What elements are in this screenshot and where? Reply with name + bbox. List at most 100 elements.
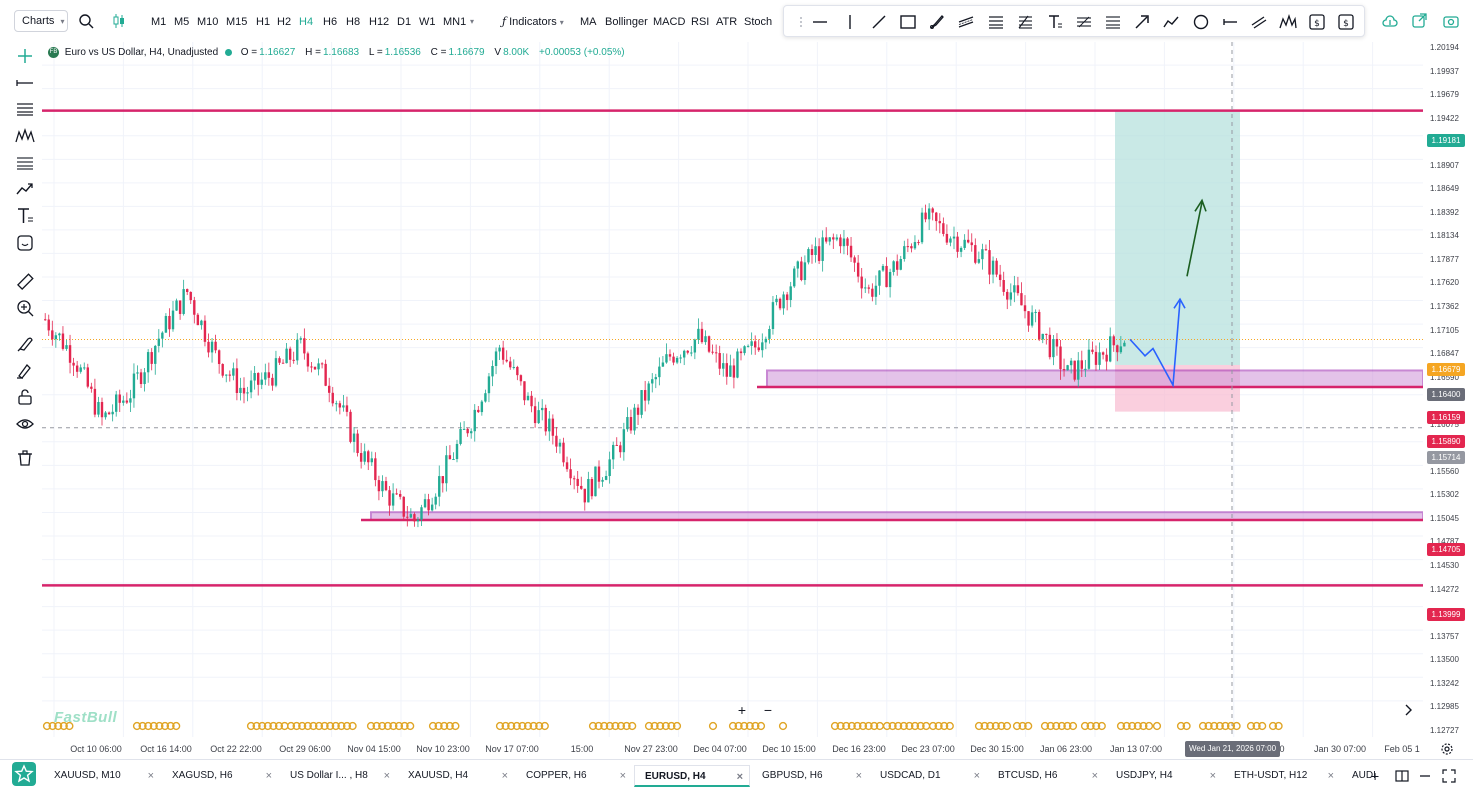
timeframe-m10[interactable]: M10 xyxy=(197,16,219,28)
tab-copper-h6[interactable]: COPPER, H6 × xyxy=(516,765,632,787)
quick-indicator-rsi[interactable]: RSI xyxy=(691,16,710,28)
scroll-right-chevron-icon[interactable] xyxy=(1400,702,1416,718)
zoom-out-button[interactable]: − xyxy=(763,702,773,718)
long-position-icon[interactable]: $ xyxy=(1308,13,1326,31)
ruler-icon[interactable] xyxy=(15,272,35,292)
tab-close-icon[interactable]: × xyxy=(619,770,626,782)
tab-xauusd-m10[interactable]: XAUUSD, M10 × xyxy=(44,765,160,787)
chart-pane[interactable] xyxy=(42,42,1423,737)
time-axis[interactable]: Oct 10 06:00 Oct 16 14:00 Oct 22 22:00 Oct … xyxy=(42,740,1423,758)
zoom-in-icon[interactable] xyxy=(15,298,35,318)
pitchfork-icon[interactable] xyxy=(1075,13,1093,31)
tab-us-dollar-i-h8[interactable]: US Dollar I... , H8 × xyxy=(280,765,396,787)
tab-audi[interactable]: AUDI xyxy=(1342,765,1376,787)
cloud-upload-icon[interactable] xyxy=(1381,12,1399,30)
fullscreen-icon[interactable] xyxy=(1442,769,1456,783)
timeframe-w1[interactable]: W1 xyxy=(419,16,436,28)
tab-xagusd-h6[interactable]: XAGUSD, H6 × xyxy=(162,765,278,787)
symbol-title[interactable]: Euro vs US Dollar, H4, Unadjusted xyxy=(64,47,219,58)
tab-close-icon[interactable]: × xyxy=(1091,770,1098,782)
magnet-icon[interactable] xyxy=(15,334,35,354)
tab-usdjpy-h4[interactable]: USDJPY, H4 × xyxy=(1106,765,1222,787)
gear-icon[interactable] xyxy=(1440,742,1454,756)
tab-eth-usdt-h12[interactable]: ETH-USDT, H12 × xyxy=(1224,765,1340,787)
tab-close-icon[interactable]: × xyxy=(265,770,272,782)
timeframe-h8[interactable]: H8 xyxy=(346,16,361,28)
elliott-wave-icon[interactable] xyxy=(1279,13,1297,31)
ray-icon[interactable] xyxy=(15,73,35,93)
quick-indicator-macd[interactable]: MACD xyxy=(653,16,686,28)
circle-icon[interactable] xyxy=(1192,13,1210,31)
stay-in-drawing-icon[interactable] xyxy=(15,360,35,380)
price-axis[interactable]: 1.20194 1.19937 1.19679 1.19422 1.18907 1.186… xyxy=(1423,30,1473,740)
chart-type-candles-icon[interactable] xyxy=(110,12,128,30)
trash-icon[interactable] xyxy=(15,448,35,468)
timeframe-h4[interactable]: H4 xyxy=(299,16,314,28)
charts-menu-button[interactable]: Charts ▾ xyxy=(14,10,68,32)
timeframe-m15[interactable]: M15 xyxy=(226,16,248,28)
elliott-wave-icon[interactable] xyxy=(15,126,35,146)
timeframe-h6[interactable]: H6 xyxy=(323,16,338,28)
timeframe-h12[interactable]: H12 xyxy=(369,16,390,28)
tab-gbpusd-h6[interactable]: GBPUSD, H6 × xyxy=(752,765,868,787)
vertical-line-icon[interactable] xyxy=(841,13,859,31)
tab-btcusd-h6[interactable]: BTCUSD, H6 × xyxy=(988,765,1104,787)
fib-retracement-icon[interactable] xyxy=(15,153,35,173)
tab-close-icon[interactable]: × xyxy=(1209,770,1216,782)
event-marker xyxy=(331,721,340,731)
trend-line-icon[interactable] xyxy=(870,13,888,31)
tab-close-icon[interactable]: × xyxy=(147,770,154,782)
tab-xauusd-h4[interactable]: XAUUSD, H4 × xyxy=(398,765,514,787)
path-icon[interactable] xyxy=(1162,13,1180,31)
quick-indicator-stoch[interactable]: Stoch xyxy=(744,16,773,28)
tab-close-icon[interactable]: × xyxy=(1327,770,1334,782)
timeframe-d1[interactable]: D1 xyxy=(397,16,412,28)
brush-icon[interactable] xyxy=(928,13,946,31)
drag-handle-icon[interactable] xyxy=(792,13,810,31)
layout-icon[interactable] xyxy=(1395,769,1409,783)
tab-close-icon[interactable]: × xyxy=(501,770,508,782)
short-position-icon[interactable]: $ xyxy=(1337,13,1355,31)
rectangle-icon[interactable] xyxy=(899,13,917,31)
arrow-icon[interactable] xyxy=(1133,13,1151,31)
parallel-channel-icon[interactable] xyxy=(957,13,975,31)
horizontal-lines-icon[interactable] xyxy=(15,99,35,119)
tab-close-icon[interactable]: × xyxy=(973,770,980,782)
quick-indicator-bollinger[interactable]: Bollinger xyxy=(605,16,648,28)
text-tool-icon[interactable] xyxy=(1046,13,1064,31)
timeframe-more-chevron-icon[interactable]: ▾ xyxy=(470,17,475,26)
share-icon[interactable] xyxy=(1410,12,1428,30)
add-tab-button[interactable]: + xyxy=(1371,768,1380,784)
quick-indicator-ma[interactable]: MA xyxy=(580,16,597,28)
timeframe-mn1[interactable]: MN1 xyxy=(443,16,467,28)
timeframe-h1[interactable]: H1 xyxy=(256,16,271,28)
minimize-icon[interactable] xyxy=(1418,769,1432,783)
lock-icon[interactable] xyxy=(15,387,35,407)
timeframe-m5[interactable]: M5 xyxy=(174,16,190,28)
parallel-lines-icon[interactable] xyxy=(1250,13,1268,31)
trend-path-icon[interactable] xyxy=(15,179,35,199)
watchlist-star-button[interactable] xyxy=(12,762,36,786)
quick-indicator-atr[interactable]: ATR xyxy=(716,16,738,28)
camera-icon[interactable] xyxy=(1442,12,1460,30)
fib-retracement-icon[interactable] xyxy=(1016,13,1034,31)
horizontal-lines-icon[interactable] xyxy=(987,13,1005,31)
tab-close-icon[interactable]: × xyxy=(855,770,862,782)
eye-icon[interactable] xyxy=(15,414,35,434)
text-tool-icon[interactable] xyxy=(15,206,35,226)
crosshair-icon[interactable] xyxy=(15,46,35,66)
horizontal-line-icon[interactable] xyxy=(811,13,829,31)
tab-close-icon[interactable]: × xyxy=(736,771,743,783)
search-icon[interactable] xyxy=(77,12,95,30)
price-chart[interactable] xyxy=(42,42,1423,737)
tab-usdcad-d1[interactable]: USDCAD, D1 × xyxy=(870,765,986,787)
timeframe-h2[interactable]: H2 xyxy=(277,16,292,28)
timeframe-m1[interactable]: M1 xyxy=(151,16,167,28)
ray-icon[interactable] xyxy=(1221,13,1239,31)
zoom-in-button[interactable]: + xyxy=(737,702,747,718)
fib-channel-icon[interactable] xyxy=(1104,13,1122,31)
tab-close-icon[interactable]: × xyxy=(383,770,390,782)
tab-eurusd-h4[interactable]: EURUSD, H4 × xyxy=(634,765,750,787)
emoji-icon[interactable] xyxy=(15,233,35,253)
indicators-button[interactable]: ƒ Indicators ▾ xyxy=(502,13,564,31)
